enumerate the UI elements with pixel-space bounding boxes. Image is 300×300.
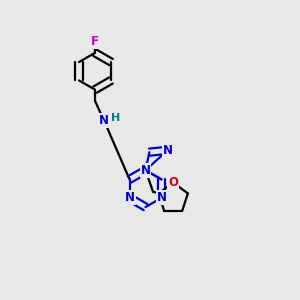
Text: N: N <box>163 144 173 157</box>
Text: N: N <box>99 114 109 127</box>
Text: N: N <box>140 164 151 177</box>
Text: N: N <box>157 191 166 204</box>
Text: O: O <box>168 176 178 189</box>
Text: F: F <box>91 35 99 48</box>
Text: N: N <box>124 191 135 204</box>
Text: H: H <box>111 113 120 124</box>
